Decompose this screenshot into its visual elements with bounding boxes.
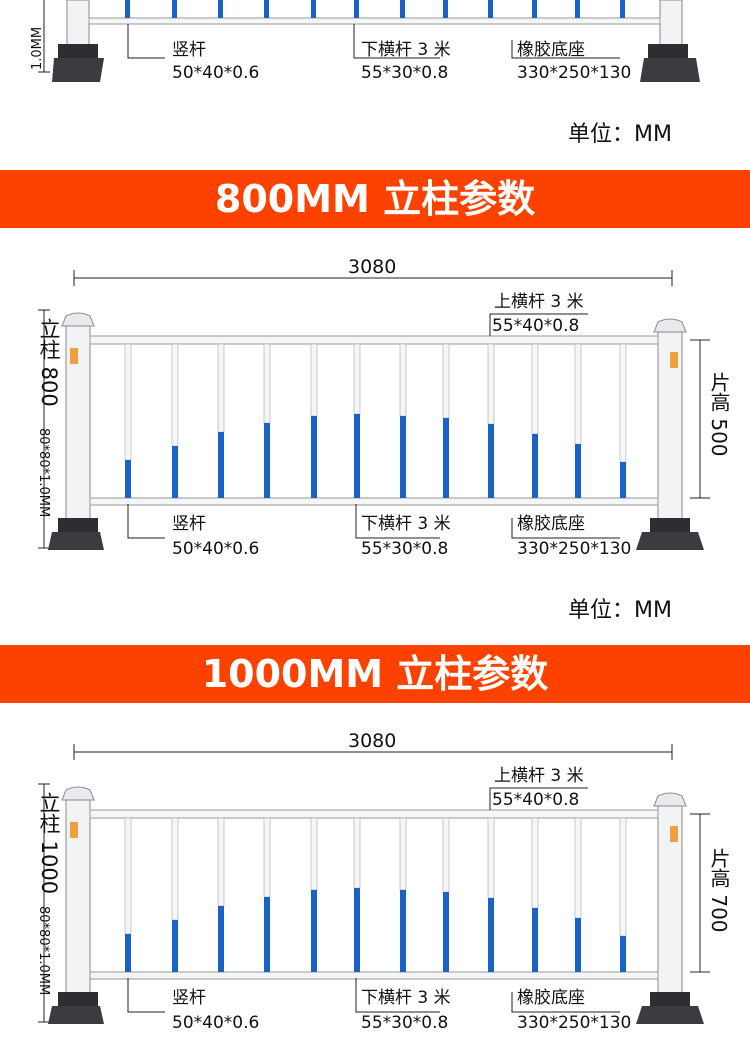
panel-height-label-800: 片高 500 [707,372,731,457]
lower-rail-label-1000: 下横杆 3 米 [361,988,451,1008]
post-height-label-1000: 立柱 1000 [37,792,61,895]
picket-bar [619,817,627,937]
picket-bar [263,343,271,424]
picket-bar [531,343,539,435]
upper-rail-label-800: 上横杆 3 米 [494,292,584,312]
upright-label-1000: 竖杆 [172,988,206,1008]
picket-bar [124,343,132,461]
picket-bar [217,817,225,907]
picket-bar-blue [400,890,406,972]
picket-bar-blue [354,888,360,972]
picket-bar [574,343,582,445]
picket-bar [124,817,132,935]
upper-rail-spec-1000: 55*40*0.8 [492,790,580,810]
picket-bar [442,817,450,893]
picket-bar [310,343,318,417]
base-spec-1000: 330*250*130 [517,1013,632,1033]
section-banner-800: 800MM 立柱参数 [0,170,750,228]
post-height-label-800: 立柱 800 [37,318,61,407]
picket-bar [217,343,225,433]
width-dimension-1000: 3080 [348,730,397,752]
picket-bar-blue [443,418,449,498]
base-label-800: 橡胶底座 [517,514,585,534]
picket-bar-blue [488,424,494,498]
banner-title-800: 800MM 立柱参数 [214,177,536,221]
picket-bar-blue [575,444,581,498]
lower-rail-spec-1000: 55*30*0.8 [361,1013,449,1033]
picket-bar [487,343,495,425]
picket-bar [619,343,627,463]
upper-rail-spec-800: 55*40*0.8 [492,316,580,336]
upright-spec-800: 50*40*0.6 [172,539,260,559]
unit-label-0: 单位：MM [568,122,672,147]
upper-rail-label-1000: 上横杆 3 米 [494,766,584,786]
picket-bar [171,817,179,921]
upright-spec-1000: 50*40*0.6 [172,1013,260,1033]
picket-bar-blue [311,416,317,498]
lower-rail-label-0: 下横杆 3 米 [361,40,451,60]
picket-bar [353,817,361,889]
fence-illustration-top [38,0,700,82]
base-spec-800: 330*250*130 [517,539,632,559]
picket-bar-blue [125,460,131,498]
upright-label-0: 竖杆 [172,40,206,60]
lower-rail-label-800: 下横杆 3 米 [361,514,451,534]
picket-bar-blue [172,920,178,972]
fence-illustration-800 [38,270,710,550]
base-spec-0: 330*250*130 [517,63,632,83]
upright-label-800: 竖杆 [172,514,206,534]
picket-bar [399,343,407,417]
picket-bar [353,343,361,415]
picket-bar [487,817,495,899]
picket-bar-blue [532,434,538,498]
upright-spec-0: 50*40*0.6 [172,63,260,83]
unit-label-800: 单位：MM [568,598,672,623]
picket-bar-blue [400,416,406,498]
picket-bar [310,817,318,891]
picket-bar-blue [264,423,270,498]
width-dimension-800: 3080 [348,256,397,278]
picket-bar [263,817,271,898]
picket-bar-blue [172,446,178,498]
fence-illustration-1000 [38,744,710,1024]
picket-bar-blue [488,898,494,972]
picket-bar-blue [311,890,317,972]
picket-bar-blue [443,892,449,972]
picket-bar-blue [575,918,581,972]
post-spec-label-1000: 80*80*1.0MM [36,906,51,996]
picket-bar-blue [125,934,131,972]
post-spec-label-800: 80*80*1.0MM [36,428,51,518]
base-label-0: 橡胶底座 [517,40,585,60]
picket-bar-blue [218,432,224,498]
picket-bar-blue [354,414,360,498]
base-label-1000: 橡胶底座 [517,988,585,1008]
picket-bar [531,817,539,909]
panel-height-label-1000: 片高 700 [707,848,731,933]
picket-bar-blue [264,897,270,972]
lower-rail-spec-0: 55*30*0.8 [361,63,449,83]
picket-bar [574,817,582,919]
post-spec-label-0: 1.0MM [30,26,45,70]
picket-bar-blue [620,462,626,498]
picket-bar-blue [532,908,538,972]
banner-title-1000: 1000MM 立柱参数 [201,652,549,696]
lower-rail-spec-800: 55*30*0.8 [361,539,449,559]
picket-bar [442,343,450,419]
section-banner-1000: 1000MM 立柱参数 [0,645,750,703]
picket-bar-blue [218,906,224,972]
picket-bar-blue [620,936,626,972]
picket-bar [171,343,179,447]
picket-bar [399,817,407,891]
